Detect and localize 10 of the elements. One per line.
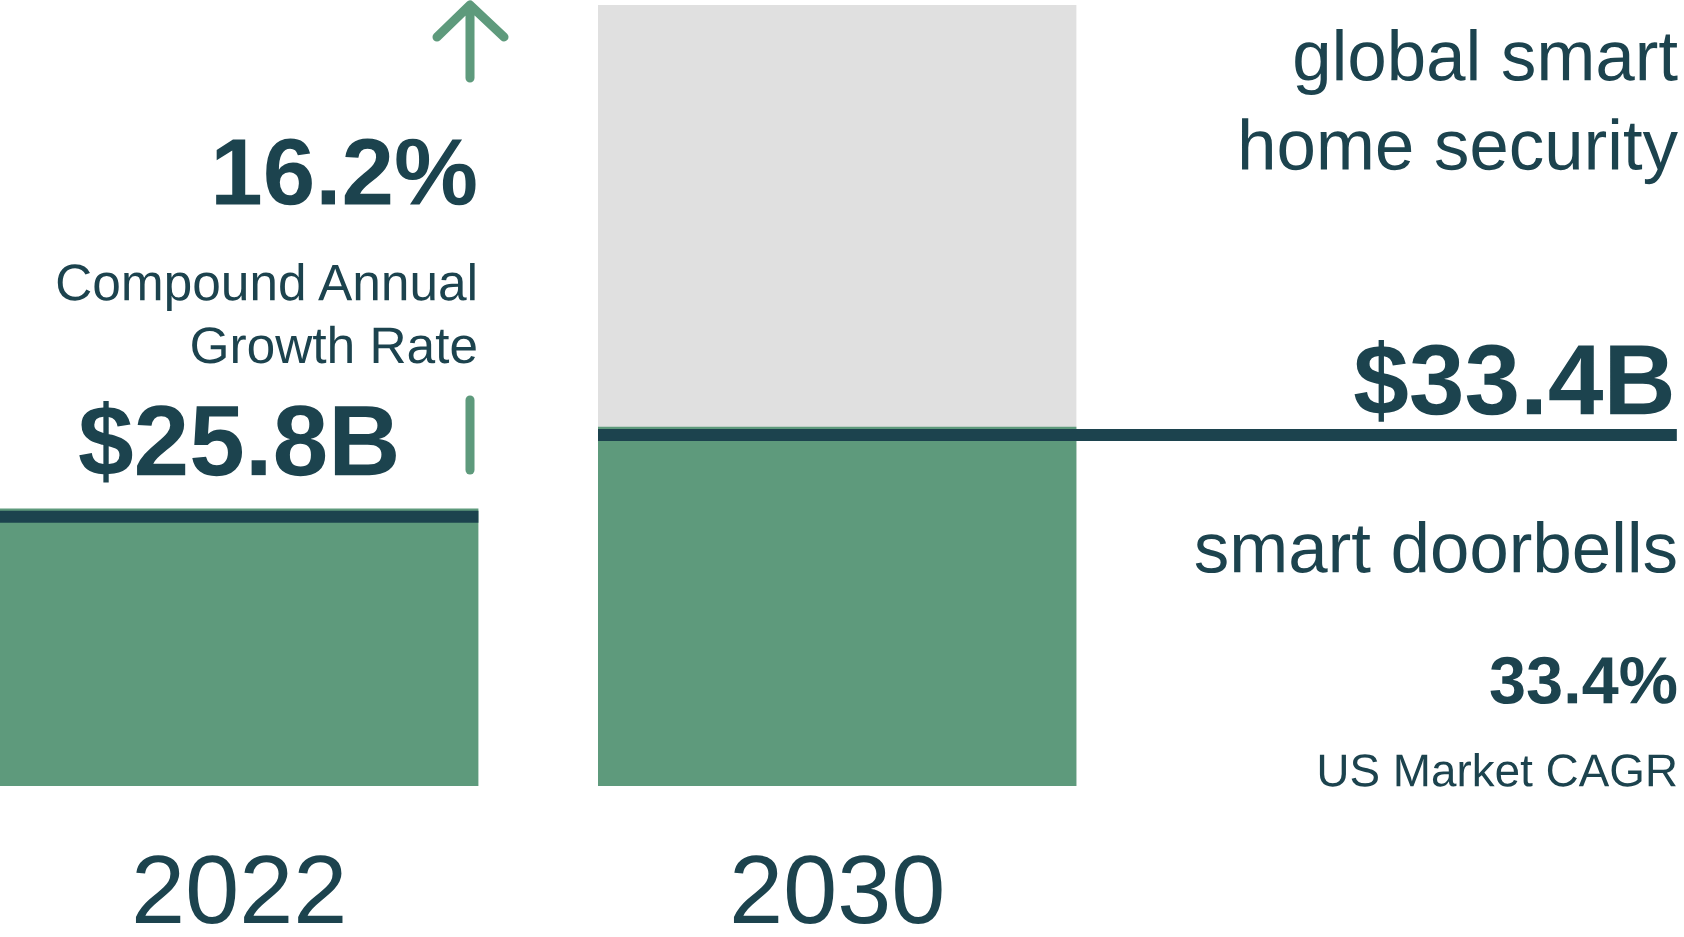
data-label: $25.8B [79,400,396,483]
text: 33.4% [1490,656,1677,705]
data-label: $33.4B [1354,340,1672,422]
x-tick-label: 2030 [733,855,942,925]
text: smart doorbells [1195,521,1676,574]
text: global smart home security [1242,29,1678,185]
text: US Market CAGR [1319,753,1676,787]
x-tick-label: 2022 [135,855,343,925]
text: Compound Annual Growth Rate [57,263,476,364]
text: 16.2% [216,138,476,206]
